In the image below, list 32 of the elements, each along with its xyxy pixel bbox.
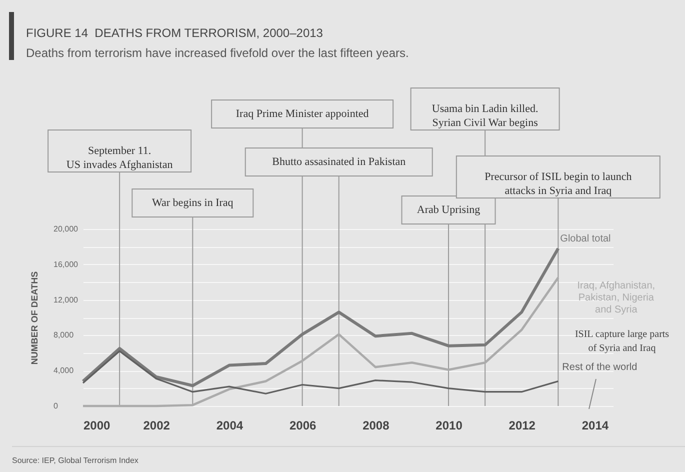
line-series (82, 246, 560, 388)
y-tick-label: 16,000 (54, 260, 79, 269)
annotation: ISIL capture large parts of Syria and Iraq (574, 329, 670, 354)
ref-line-label: Usama bin Ladin killed. Syrian Civil War begins (432, 103, 538, 129)
line-series (82, 350, 559, 394)
x-tick-label: 2012 (508, 418, 536, 432)
series-label: Global total (560, 233, 611, 244)
series-label: Rest of the world (562, 362, 638, 374)
x-tick-label: 2004 (216, 418, 244, 432)
ref-line-label: War begins in Iraq (152, 197, 234, 209)
series-label: Iraq, Afghanistan, Pakistan, Nigeria and Syria (577, 280, 656, 316)
ref-line-label: Precursor of ISIL begin to launch attacks in Syria and Iraq (484, 171, 632, 197)
chart-title: FIGURE 14 DEATHS FROM TERRORISM, 2000–2013 (26, 26, 323, 40)
line-series (82, 276, 560, 408)
y-tick-label: 8,000 (54, 330, 74, 340)
ref-line-label: Iraq Prime Minister appointed (236, 108, 370, 120)
ref-line-label: Bhutto assasinated in Pakistan (272, 156, 406, 168)
text: 4,000 (54, 366, 74, 376)
y-tick-label: 12,000 (54, 295, 79, 304)
source-note: Source: IEP, Global Terrorism Index (12, 456, 138, 465)
x-tick-label: 2002 (143, 418, 170, 432)
y-tick-label: 0 (54, 402, 58, 410)
y-tick-label: 20,000 (54, 224, 79, 234)
x-tick-label: 2006 (289, 418, 316, 432)
chart-subtitle: Deaths from terrorism have increased fivefold over the last fifteen years. (26, 46, 409, 60)
y-axis-title: NUMBER OF DEATHS (30, 271, 40, 365)
ref-line-label: September 11. US invades Afghanistan (66, 145, 174, 171)
x-tick-label: 2010 (436, 418, 463, 432)
x-tick-label: 2000 (84, 418, 111, 432)
x-tick-label: 2014 (582, 418, 609, 432)
ref-line-label: Arab Uprising (416, 204, 481, 216)
x-tick-label: 2008 (362, 418, 390, 432)
